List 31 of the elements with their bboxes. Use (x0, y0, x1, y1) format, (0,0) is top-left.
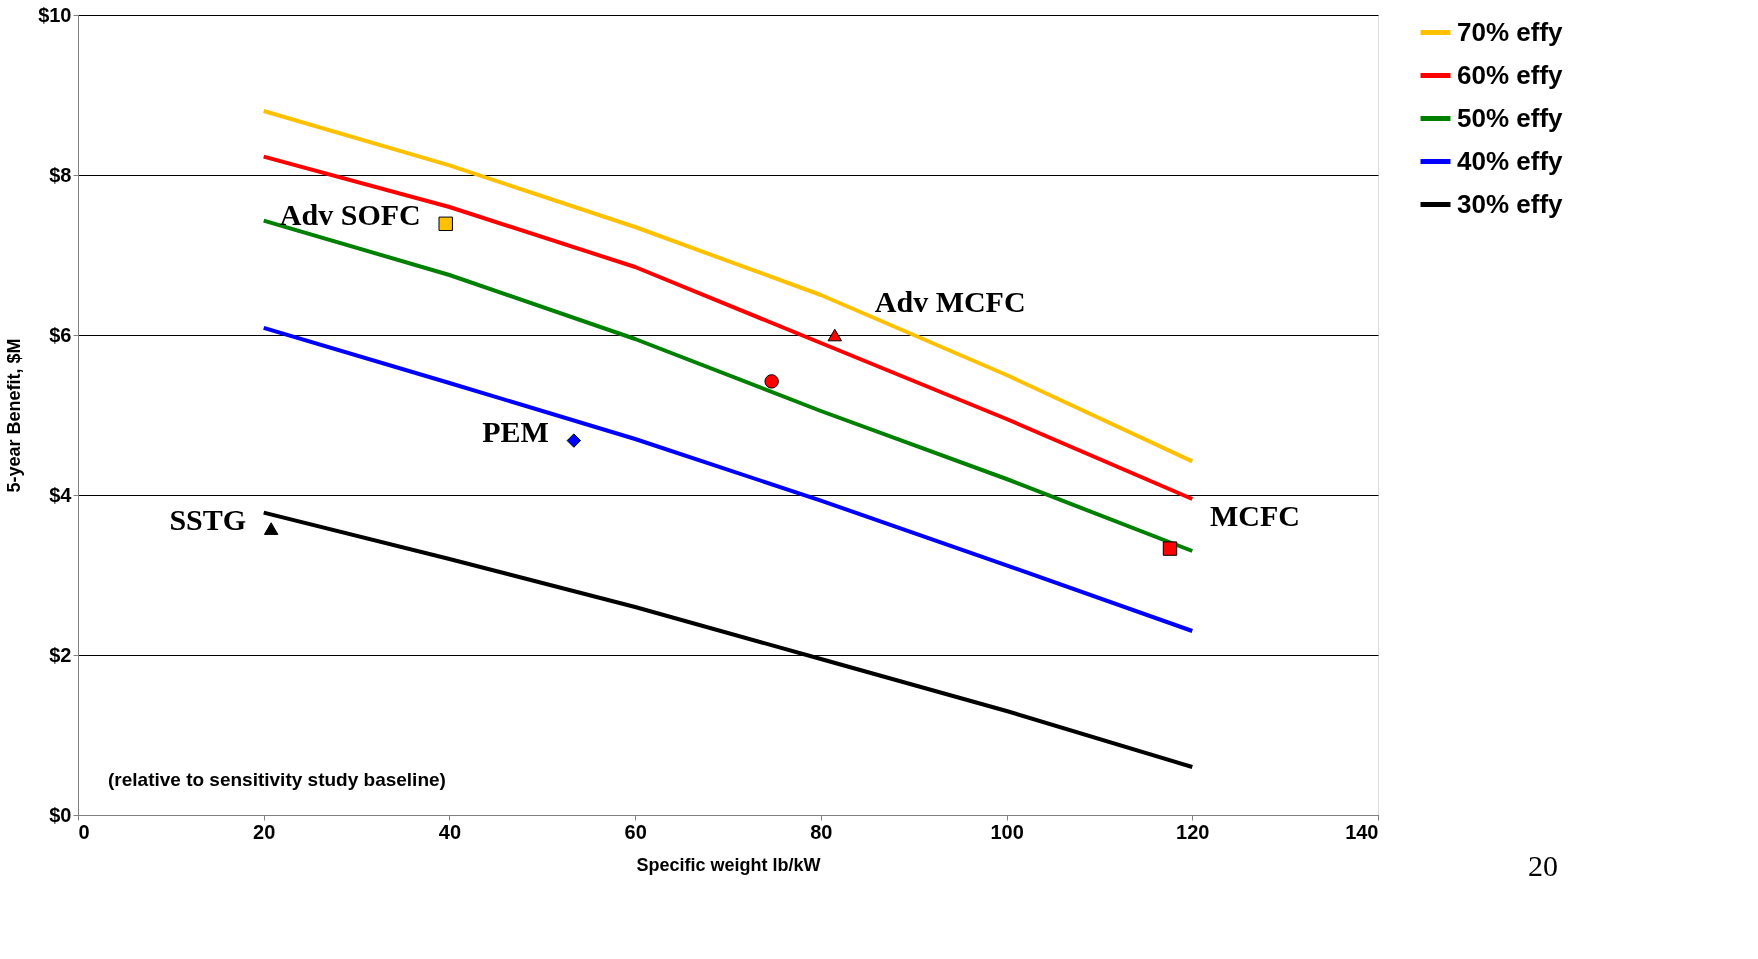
annotation: SSTG (169, 502, 247, 536)
y-tick-label: $4 (49, 483, 73, 506)
x-tick-label: 100 (990, 820, 1024, 843)
x-tick-label: 60 (624, 820, 647, 843)
y-tick-label: $10 (38, 3, 72, 26)
x-tick-label: 140 (1345, 820, 1379, 843)
text: 20 (1528, 849, 1558, 882)
annotation: Adv SOFC (279, 197, 421, 231)
legend-label: 50% effy (1457, 102, 1564, 133)
annotation: MCFC (1210, 498, 1300, 532)
line-series (261, 109, 1195, 464)
y-tick-label: $0 (49, 803, 72, 826)
y-tick-label: $6 (49, 323, 72, 346)
x-tick-label: 40 (438, 820, 462, 843)
x-tick-label: 80 (810, 820, 833, 843)
legend-label: 30% effy (1457, 188, 1564, 219)
annotation: (relative to sensitivity study baseline) (108, 769, 446, 790)
legend-label: 60% effy (1457, 59, 1564, 90)
y-tick-label: $2 (49, 643, 72, 666)
line-series (261, 325, 1195, 633)
legend-label: 40% effy (1457, 145, 1564, 176)
x-tick-label: 20 (253, 820, 276, 843)
x-tick-label: 0 (78, 820, 90, 843)
x-axis-title: Specific weight lb/kW (636, 854, 821, 875)
y-axis-title: 5-year Benefit, $M (4, 338, 25, 493)
y-tick-label: $8 (49, 163, 72, 186)
x-tick-label: 120 (1176, 820, 1210, 843)
line-series (261, 154, 1195, 501)
legend-label: 70% effy (1457, 16, 1564, 47)
annotation: PEM (482, 414, 549, 448)
annotation: Adv MCFC (874, 285, 1026, 318)
